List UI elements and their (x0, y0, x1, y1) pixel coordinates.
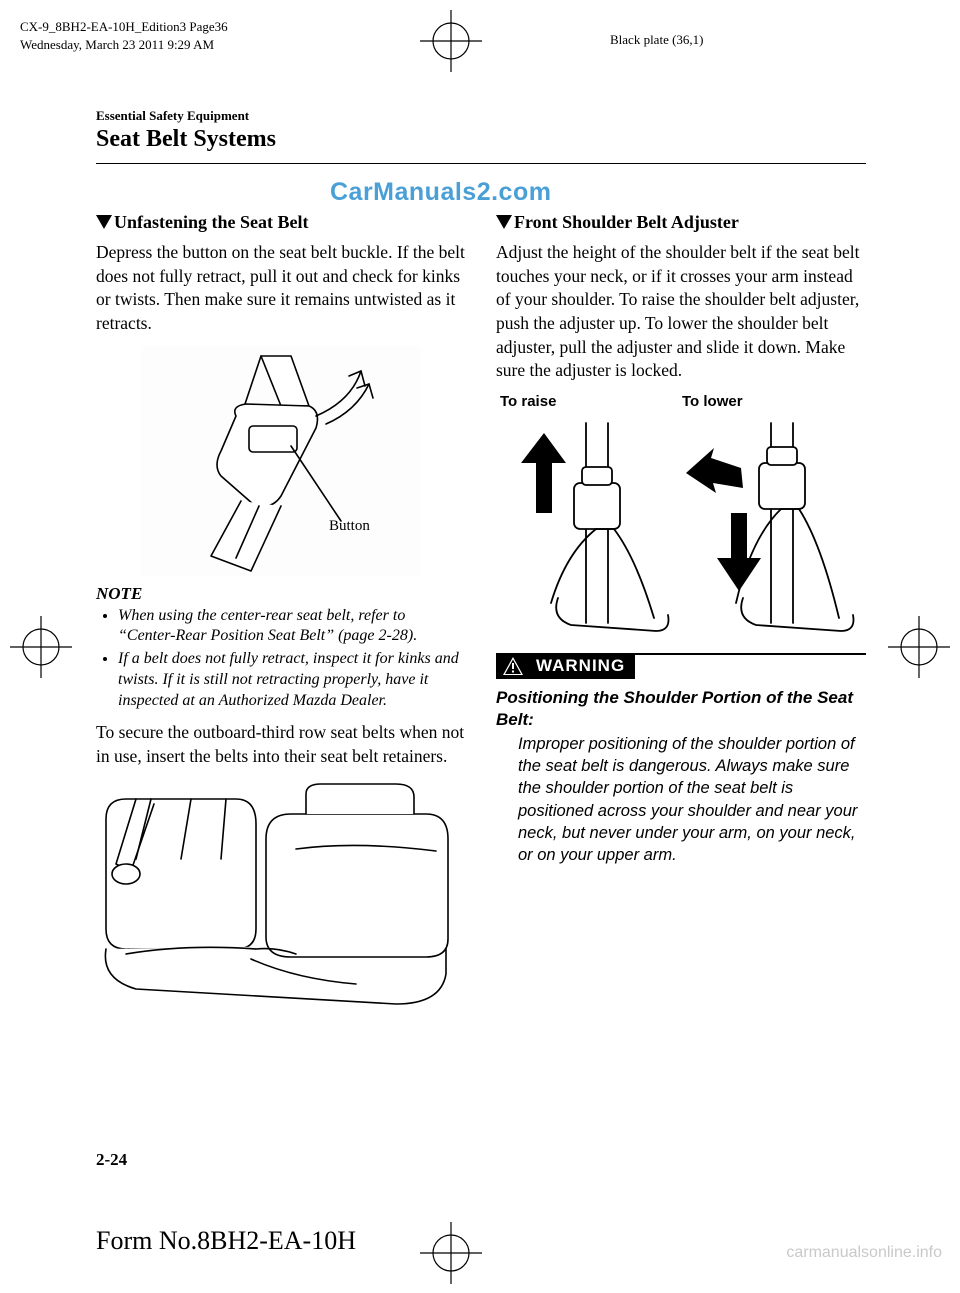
section-title: Seat Belt Systems (96, 126, 866, 153)
left-column: Unfastening the Seat Belt Depress the bu… (96, 212, 466, 1009)
note-heading: NOTE (96, 584, 466, 604)
note-item: If a belt does not fully retract, inspec… (118, 649, 466, 711)
warning-icon (496, 653, 530, 679)
print-meta-line1: CX-9_8BH2-EA-10H_Edition3 Page36 (20, 18, 228, 36)
warning-body: Improper positioning of the shoulder por… (518, 733, 866, 867)
page-number: 2-24 (96, 1150, 127, 1170)
warning-label: WARNING (530, 653, 635, 679)
watermark-top: CarManuals2.com (330, 178, 551, 207)
note-list: When using the center-rear seat belt, re… (96, 606, 466, 712)
figure-label-lower: To lower (682, 393, 743, 410)
right-heading: Front Shoulder Belt Adjuster (496, 212, 866, 233)
registration-mark-left (10, 616, 72, 678)
form-number: Form No.8BH2-EA-10H (96, 1226, 356, 1256)
figure-seat-retainer (96, 779, 456, 1009)
registration-mark-right (888, 616, 950, 678)
watermark-bottom: carmanualsonline.info (786, 1244, 942, 1262)
registration-mark-bottom (420, 1222, 482, 1284)
right-column: Front Shoulder Belt Adjuster Adjust the … (496, 212, 866, 867)
warning-rule (635, 653, 866, 657)
warning-title: Positioning the Shoulder Portion of the … (496, 687, 866, 731)
warning-bar: WARNING (496, 653, 866, 679)
triangle-icon (496, 215, 512, 229)
left-heading: Unfastening the Seat Belt (96, 212, 466, 233)
right-heading-text: Front Shoulder Belt Adjuster (514, 212, 739, 232)
left-paragraph-1: Depress the button on the seat belt buck… (96, 241, 466, 336)
right-paragraph-1: Adjust the height of the shoulder belt i… (496, 241, 866, 383)
note-item: When using the center-rear seat belt, re… (118, 606, 466, 648)
print-meta-line2: Wednesday, March 23 2011 9:29 AM (20, 36, 228, 54)
left-heading-text: Unfastening the Seat Belt (114, 212, 309, 232)
figure-label-button: Button (329, 518, 370, 535)
print-meta-plate: Black plate (36,1) (610, 32, 704, 48)
figure-label-raise: To raise (500, 393, 556, 410)
figure-shoulder-adjuster: To raise To lower (496, 393, 856, 643)
registration-mark-top (420, 10, 482, 72)
print-meta-left: CX-9_8BH2-EA-10H_Edition3 Page36 Wednesd… (20, 18, 228, 53)
triangle-icon (96, 215, 112, 229)
figure-unfasten-seatbelt: Button (141, 346, 421, 576)
page-header: Essential Safety Equipment Seat Belt Sys… (96, 108, 866, 164)
left-paragraph-2: To secure the outboard-third row seat be… (96, 721, 466, 768)
section-label: Essential Safety Equipment (96, 108, 866, 124)
header-rule (96, 163, 866, 164)
